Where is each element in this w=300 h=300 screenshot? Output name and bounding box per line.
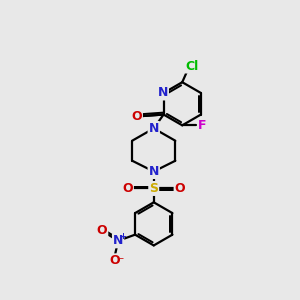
Text: Cl: Cl	[186, 59, 199, 73]
Text: S: S	[149, 182, 158, 195]
Text: ⁻: ⁻	[119, 256, 124, 266]
Text: N: N	[113, 234, 123, 247]
Text: N: N	[148, 165, 159, 178]
Text: O: O	[131, 110, 142, 123]
Text: N: N	[158, 86, 168, 100]
Text: F: F	[198, 119, 206, 132]
Text: O: O	[110, 254, 120, 267]
Text: N: N	[148, 122, 159, 135]
Text: O: O	[122, 182, 133, 195]
Text: O: O	[97, 224, 107, 236]
Text: O: O	[175, 182, 185, 195]
Text: +: +	[119, 232, 126, 241]
